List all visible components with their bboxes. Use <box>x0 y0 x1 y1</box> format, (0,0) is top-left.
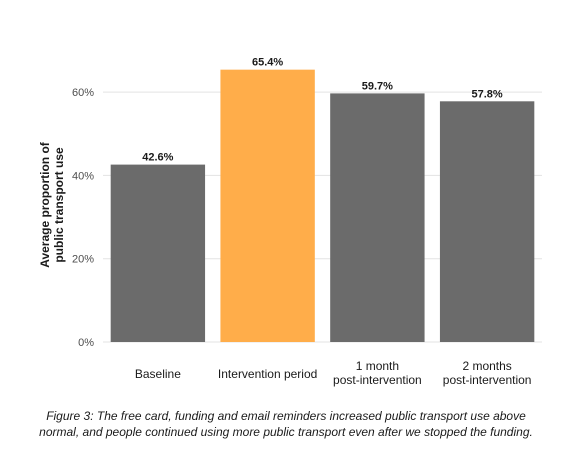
value-labels: 42.6% 65.4% 59.7% 57.8% <box>142 57 503 164</box>
y-axis-label: Average proportion ofpublic transport us… <box>38 141 66 268</box>
caption-line-2: normal, and people continued using more … <box>39 425 533 439</box>
caption-line-1: Figure 3: The free card, funding and ema… <box>46 409 526 423</box>
value-label: 42.6% <box>142 152 173 164</box>
bar <box>330 93 425 343</box>
y-tick-label: 40% <box>72 170 94 182</box>
y-tick-label: 60% <box>72 87 94 99</box>
bar <box>220 69 315 342</box>
category-label: post-intervention <box>443 373 532 387</box>
category-label: Intervention period <box>218 367 317 381</box>
category-label: post-intervention <box>333 373 422 387</box>
bars <box>110 69 535 343</box>
figure-caption: Figure 3: The free card, funding and ema… <box>0 408 572 440</box>
bar-chart: 0% 20% 40% 60% 42.6% 65.4% 59.7% 57.8% Baselin… <box>38 57 542 387</box>
category-label: 1 month <box>356 359 399 373</box>
y-axis-label-line: Average proportion of <box>38 141 52 268</box>
category-label: Baseline <box>135 367 181 381</box>
y-tick-label: 0% <box>78 337 94 349</box>
y-tick-label: 20% <box>72 254 94 266</box>
bar <box>439 101 535 342</box>
category-label: 2 months <box>462 359 511 373</box>
y-axis-label-line: public transport use <box>52 147 66 263</box>
value-label: 57.8% <box>472 88 503 100</box>
value-label: 59.7% <box>362 80 393 92</box>
bar <box>110 164 206 342</box>
y-axis-ticks: 0% 20% 40% 60% <box>72 87 94 349</box>
value-label: 65.4% <box>252 57 283 69</box>
